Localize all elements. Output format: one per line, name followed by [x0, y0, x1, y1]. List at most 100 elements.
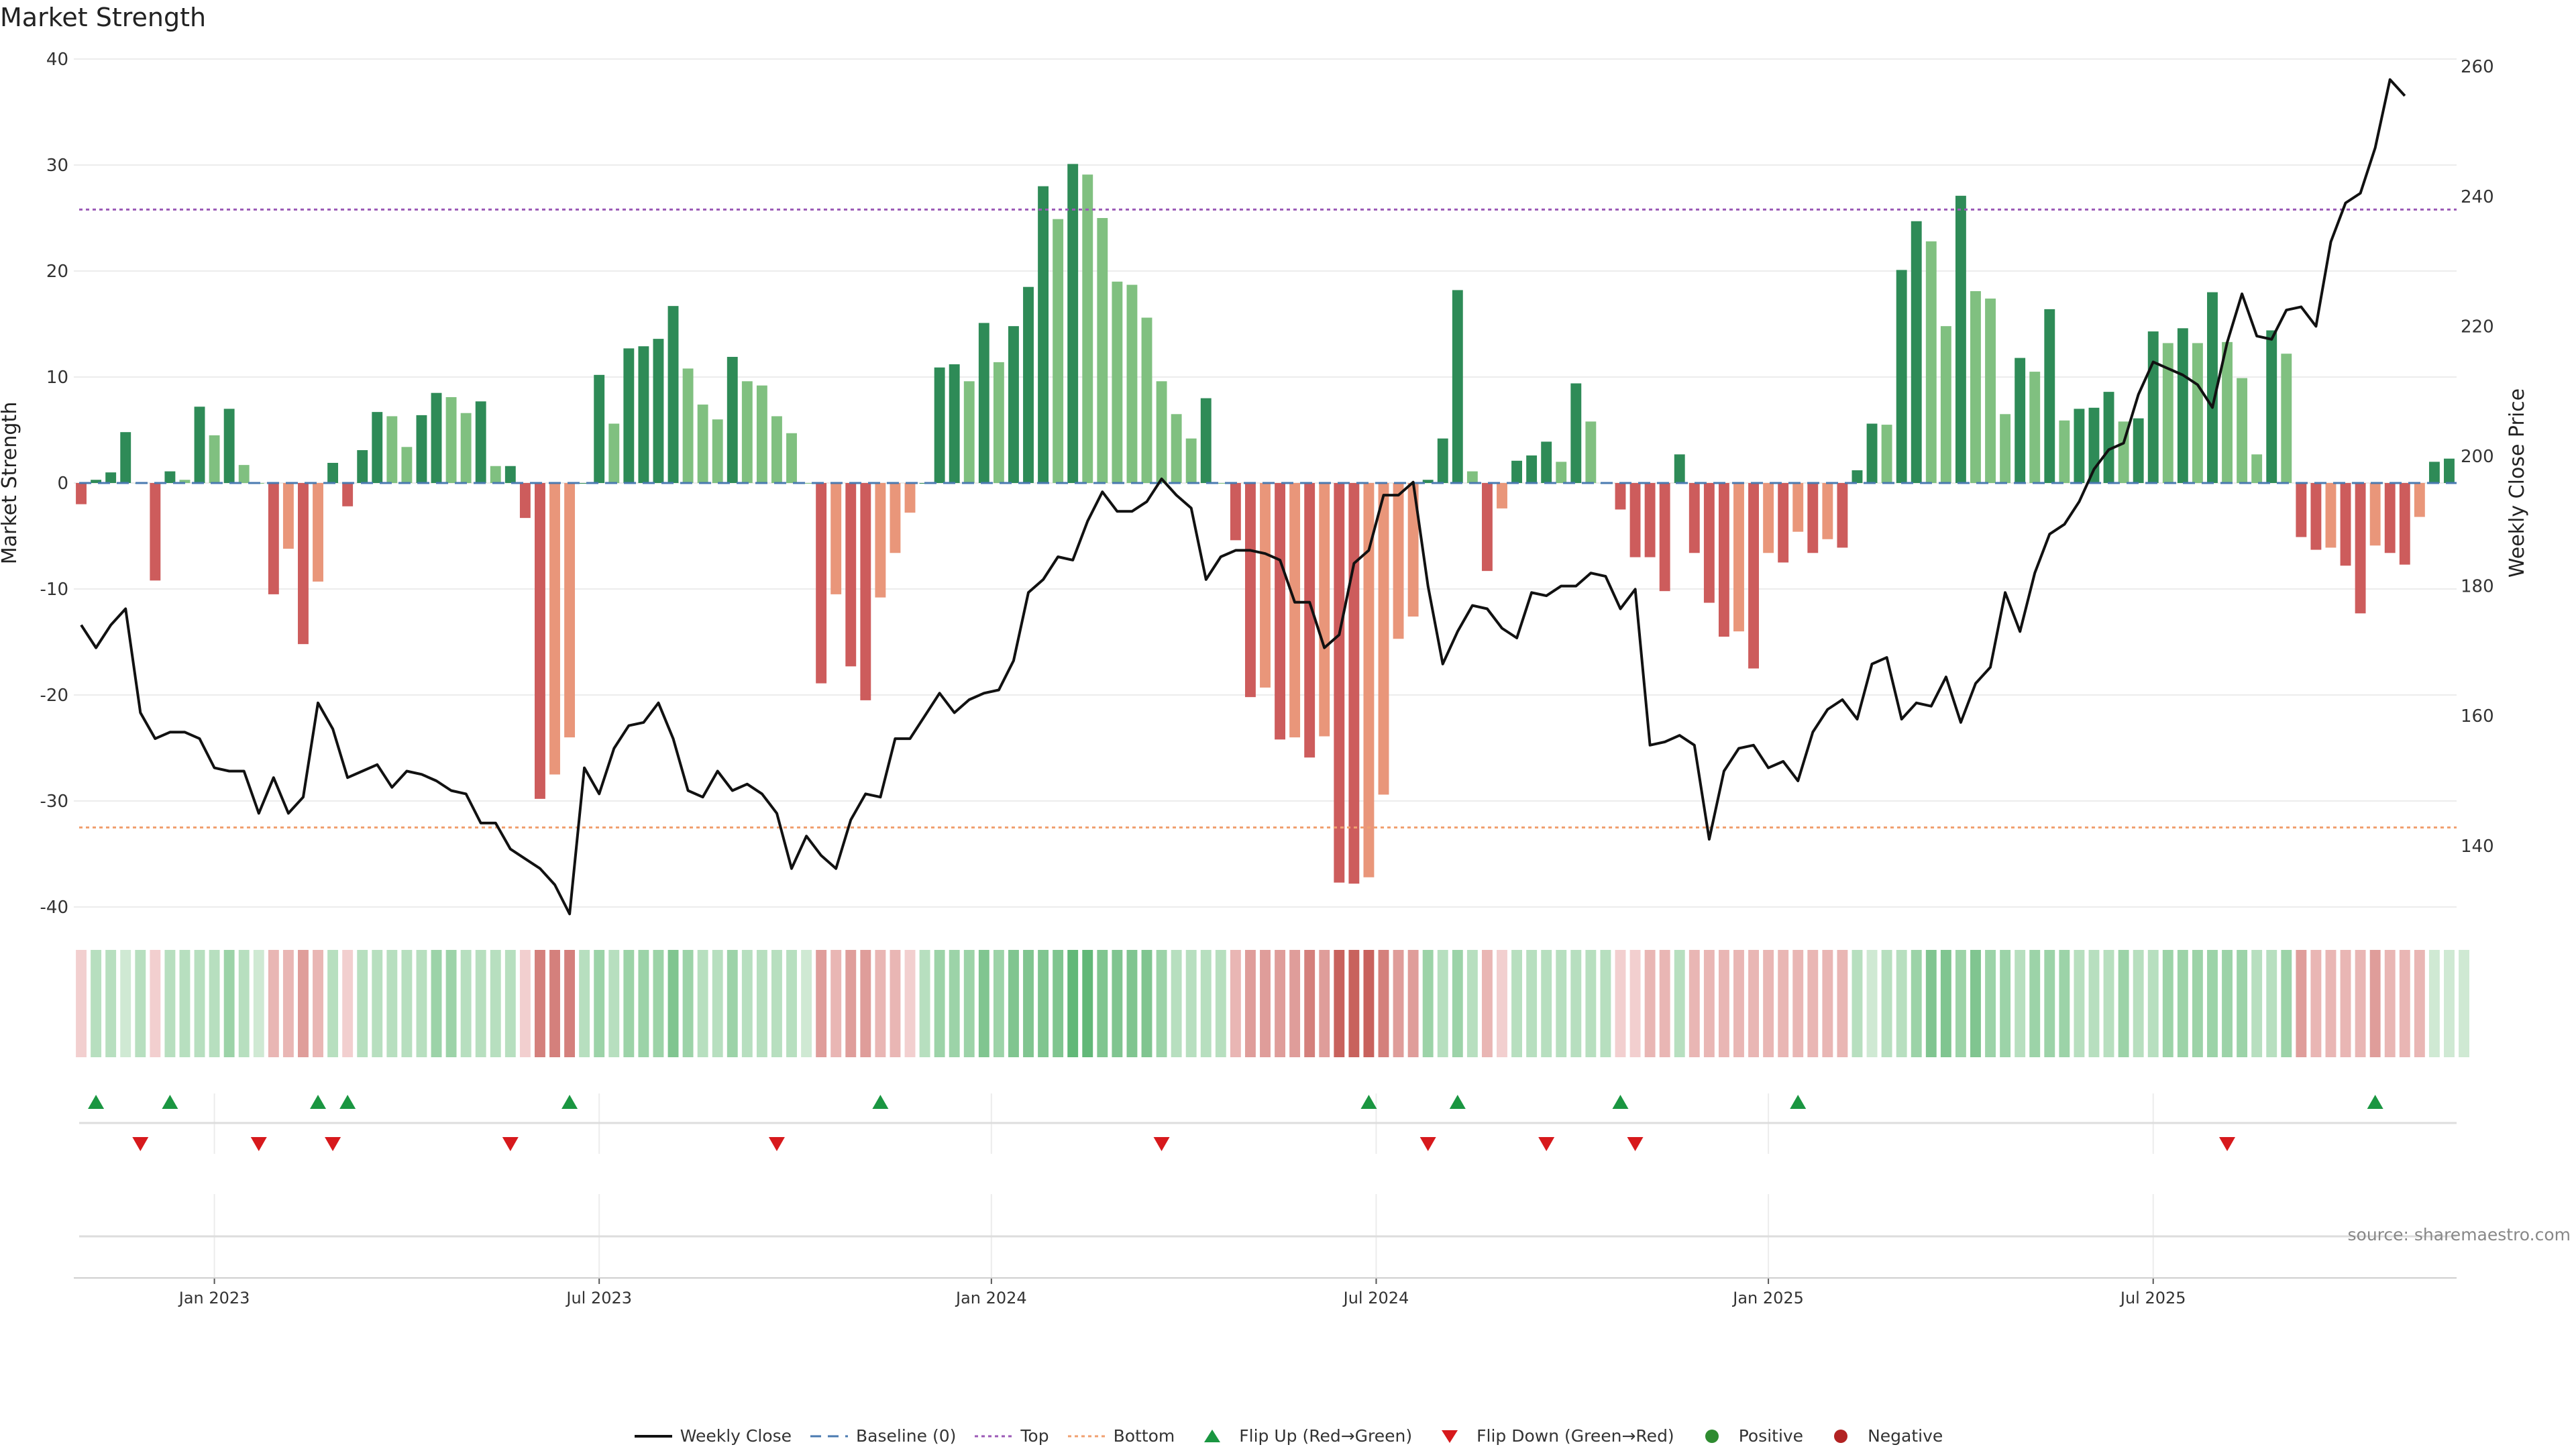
strength-bar	[1289, 483, 1301, 738]
strength-bar	[653, 339, 664, 483]
heatmap-cell	[1156, 950, 1167, 1057]
heatmap-cell	[816, 950, 827, 1057]
strength-bar	[1097, 218, 1108, 483]
strength-bar	[904, 483, 916, 513]
heatmap-cell	[1807, 950, 1819, 1057]
heatmap-cell	[771, 950, 782, 1057]
strength-bar	[667, 306, 679, 483]
strength-bar	[1275, 483, 1286, 740]
strength-bar	[993, 362, 1004, 483]
strength-bar	[1422, 480, 1434, 483]
heatmap-cell	[1526, 950, 1538, 1057]
flip-up-marker	[310, 1095, 327, 1109]
legend-item: Flip Up (Red→Green)	[1192, 1426, 1412, 1446]
heatmap-cell	[1688, 950, 1700, 1057]
heatmap-cell	[91, 950, 102, 1057]
strength-bar	[1659, 483, 1670, 592]
strength-bar	[2414, 483, 2425, 517]
heatmap-cell	[2281, 950, 2292, 1057]
strength-bar	[1407, 483, 1419, 617]
left-tick-label: 40	[46, 50, 68, 70]
strength-bar	[1556, 462, 1567, 483]
source-label: source: sharemaestro.com	[2347, 1225, 2571, 1244]
heatmap-cell	[1866, 950, 1878, 1057]
left-tick-label: -20	[40, 686, 68, 706]
heatmap-cell	[2399, 950, 2410, 1057]
heatmap-cell	[1644, 950, 1656, 1057]
heatmap-cell	[1053, 950, 1064, 1057]
heatmap-cell	[2325, 950, 2337, 1057]
strength-bar	[712, 419, 723, 483]
strength-bar	[786, 433, 797, 483]
strength-bar	[1851, 470, 1863, 483]
heatmap-cell	[1141, 950, 1152, 1057]
strength-bar	[801, 483, 812, 484]
tri-down-legend-symbol	[1442, 1430, 1458, 1443]
right-tick-label: 180	[2461, 577, 2494, 597]
heatmap-cell	[653, 950, 664, 1057]
strength-bar	[1866, 423, 1878, 483]
dot-purple-legend-symbol	[975, 1435, 1013, 1437]
heatmap-cell	[164, 950, 176, 1057]
flip-up-marker	[88, 1095, 105, 1109]
strength-bar	[386, 416, 398, 483]
strength-bar	[608, 423, 620, 483]
strength-bar	[1171, 414, 1182, 483]
strength-bar	[816, 483, 827, 684]
strength-bar	[1378, 483, 1389, 795]
strength-bar	[1629, 483, 1641, 557]
flip-up-marker	[339, 1095, 356, 1109]
strength-bar	[1348, 483, 1360, 884]
strength-bar	[1230, 483, 1241, 541]
strength-bar	[2444, 458, 2455, 483]
strength-bar	[1911, 221, 1922, 483]
strength-bar	[741, 381, 753, 483]
heatmap-cell	[445, 950, 457, 1057]
heatmap-cell	[1185, 950, 1197, 1057]
strength-bar	[2059, 420, 2070, 483]
strength-bar	[1452, 290, 1463, 483]
strength-bar	[1067, 164, 1079, 484]
heatmap-cell	[2444, 950, 2455, 1057]
heatmap-cell	[1497, 950, 1507, 1057]
right-tick-label: 160	[2461, 706, 2494, 727]
heatmap-cell	[1097, 950, 1108, 1057]
strength-bar	[771, 416, 782, 483]
heatmap-cell	[2118, 950, 2129, 1057]
strength-bar	[1778, 483, 1789, 563]
strength-bar	[875, 483, 886, 598]
heatmap-cell	[2207, 950, 2218, 1057]
heatmap-cell	[2074, 950, 2085, 1057]
heatmap-cell	[682, 950, 694, 1057]
flip-markers	[88, 1095, 2383, 1151]
x-tick-label: Jan 2025	[1731, 1289, 1804, 1307]
left-tick-label: -10	[40, 580, 68, 600]
strength-bar	[1511, 460, 1522, 483]
heatmap-cell	[1911, 950, 1922, 1057]
strength-bar	[2147, 331, 2159, 483]
legend-label: Flip Up (Red→Green)	[1239, 1426, 1413, 1446]
strength-bar	[1837, 483, 1848, 548]
heatmap-cell	[1171, 950, 1182, 1057]
heatmap-cell	[2162, 950, 2174, 1057]
heatmap-cell	[135, 950, 146, 1057]
heatmap-cell	[1955, 950, 1966, 1057]
heatmap-cell	[934, 950, 945, 1057]
strength-bar	[1481, 483, 1493, 572]
strength-bar	[2015, 358, 2026, 483]
strength-bar	[549, 483, 560, 775]
heatmap-cell	[519, 950, 531, 1057]
axes: 40 30 20 10 0 -10 -20 -30 -40 260 240 220 200 180 160 1…	[0, 50, 2529, 1307]
strength-bar	[1141, 317, 1152, 483]
strength-bar	[401, 447, 413, 483]
strength-bar	[372, 412, 383, 483]
legend: Weekly Close Baseline (0) Top Bottom Flip Up…	[0, 1426, 2576, 1446]
legend-dot-red	[1834, 1429, 1848, 1443]
strength-bar	[830, 483, 842, 594]
heatmap-cell	[1466, 950, 1478, 1057]
heatmap-cell	[1407, 950, 1419, 1057]
right-tick-label: 220	[2461, 317, 2494, 337]
heatmap-cell	[875, 950, 886, 1057]
heatmap-cell	[327, 950, 339, 1057]
right-axis-title: Weekly Close Price	[2506, 388, 2529, 578]
